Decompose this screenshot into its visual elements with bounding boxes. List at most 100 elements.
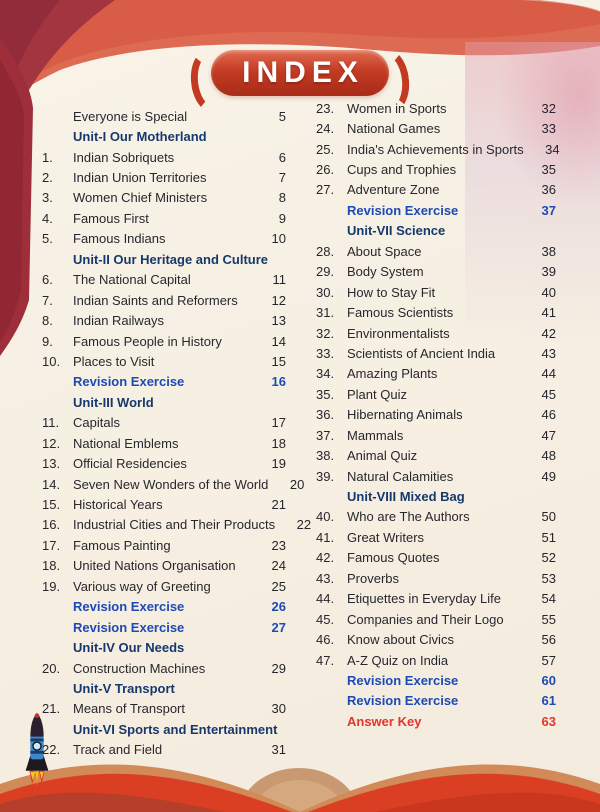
entry-number: 1. — [42, 149, 53, 165]
entry-number: 44. — [316, 591, 335, 607]
unit-header-row: Unit-IV Our Needs — [42, 637, 286, 657]
entry-title: Industrial Cities and Their Products — [73, 517, 276, 533]
entry-page-number: 15 — [271, 353, 286, 369]
entry-page-number: 9 — [278, 210, 286, 226]
entry-page-number: 27 — [271, 619, 286, 635]
entry-page-number: 41 — [541, 305, 556, 321]
entry-number: 21. — [42, 701, 61, 717]
toc-row: 32. Environmentalists 42 — [316, 323, 556, 343]
toc-row: 16. Industrial Cities and Their Products 2… — [42, 515, 311, 535]
toc-row: 25. India's Achievements in Sports 34 — [316, 139, 560, 159]
entry-page-number: 42 — [541, 325, 556, 341]
toc-row: 3. Women Chief Ministers 8 — [42, 188, 286, 208]
entry-number: 41. — [316, 529, 335, 545]
entry-page-number: 36 — [541, 182, 556, 198]
toc-row: 14. Seven New Wonders of the World 20 — [42, 474, 304, 494]
entry-page-number: 14 — [271, 333, 286, 349]
entry-page-number: 60 — [541, 672, 556, 688]
entry-title: Revision Exercise — [347, 693, 459, 709]
entry-number: 38. — [316, 448, 335, 464]
toc-row: 15. Historical Years 21 — [42, 494, 286, 514]
entry-number: 32. — [316, 325, 335, 341]
entry-title: Indian Sobriquets — [73, 149, 175, 165]
entry-title: Unit-V Transport — [73, 680, 175, 696]
entry-title: Historical Years — [73, 497, 163, 513]
toc-row: Answer Key 63 — [316, 711, 556, 731]
toc-row: 35. Plant Quiz 45 — [316, 384, 556, 404]
toc-row: 6. The National Capital 11 — [42, 270, 286, 290]
entry-page-number: 33 — [541, 121, 556, 137]
entry-title: Track and Field — [73, 742, 163, 758]
toc-row: 42. Famous Quotes 52 — [316, 548, 556, 568]
entry-page-number: 22 — [296, 517, 312, 533]
entry-page-number: 51 — [541, 529, 556, 545]
toc-row: Revision Exercise 27 — [42, 617, 286, 637]
entry-title: Hibernating Animals — [347, 407, 463, 423]
entry-title: Revision Exercise — [347, 202, 459, 218]
toc-row: 44. Etiquettes in Everyday Life 54 — [316, 589, 556, 609]
entry-title: Famous Indians — [73, 231, 166, 247]
entry-page-number: 11 — [272, 272, 287, 288]
entry-number: 18. — [42, 558, 61, 574]
entry-title: How to Stay Fit — [347, 284, 436, 300]
entry-title: Indian Union Territories — [73, 170, 207, 186]
entry-title: Answer Key — [347, 713, 422, 729]
unit-header-row: Unit-V Transport — [42, 678, 286, 698]
entry-number: 2. — [42, 170, 53, 186]
entry-title: Seven New Wonders of the World — [73, 476, 269, 492]
entry-page-number: 6 — [278, 149, 286, 165]
entry-page-number: 46 — [541, 407, 556, 423]
entry-title: India's Achievements in Sports — [347, 141, 524, 157]
entry-number: 3. — [42, 190, 53, 206]
entry-title: Environmentalists — [347, 325, 450, 341]
entry-number: 14. — [42, 476, 61, 492]
entry-title: Unit-III World — [73, 394, 154, 410]
entry-title: Famous First — [73, 210, 149, 226]
toc-row: 9. Famous People in History 14 — [42, 331, 286, 351]
entry-number: 39. — [316, 468, 335, 484]
entry-page-number: 52 — [541, 550, 556, 566]
entry-title: Women Chief Ministers — [73, 190, 208, 206]
entry-page-number: 48 — [541, 448, 556, 464]
toc-row: 37. Mammals 47 — [316, 425, 556, 445]
entry-title: Etiquettes in Everyday Life — [347, 591, 501, 607]
entry-page-number: 39 — [541, 264, 556, 280]
toc-row: Revision Exercise 16 — [42, 372, 286, 392]
entry-title: Animal Quiz — [347, 448, 418, 464]
toc-row: 28. About Space 38 — [316, 241, 556, 261]
entry-number: 20. — [42, 660, 61, 676]
entry-title: Natural Calamities — [347, 468, 454, 484]
toc-row: 10. Places to Visit 15 — [42, 351, 286, 371]
entry-page-number: 31 — [271, 742, 286, 758]
entry-page-number: 35 — [541, 162, 556, 178]
entry-number: 36. — [316, 407, 335, 423]
entry-title: Unit-VIII Mixed Bag — [347, 489, 465, 505]
entry-title: Companies and Their Logo — [347, 611, 504, 627]
entry-page-number: 21 — [271, 497, 286, 513]
toc-row: 46. Know about Civics 56 — [316, 629, 556, 649]
toc-row: 1. Indian Sobriquets 6 — [42, 147, 286, 167]
entry-page-number: 50 — [541, 509, 556, 525]
entry-page-number: 40 — [541, 284, 556, 300]
entry-number: 27. — [316, 182, 335, 198]
entry-page-number: 61 — [541, 693, 556, 709]
toc-column: Everyone is Special 5 Unit-I Our Motherlan… — [42, 106, 311, 760]
entry-title: Famous Scientists — [347, 305, 454, 321]
unit-header-row: Unit-II Our Heritage and Culture — [42, 249, 286, 269]
entry-page-number: 43 — [541, 345, 556, 361]
toc-row: 21. Means of Transport 30 — [42, 699, 286, 719]
unit-header-row: Unit-VII Science — [316, 221, 556, 241]
entry-page-number: 34 — [545, 141, 560, 157]
entry-page-number: 19 — [271, 456, 286, 472]
toc-row: 41. Great Writers 51 — [316, 527, 556, 547]
toc-row: 47. A-Z Quiz on India 57 — [316, 650, 556, 670]
entry-title: Unit-I Our Motherland — [73, 129, 207, 145]
toc-row: 18. United Nations Organisation 24 — [42, 556, 286, 576]
entry-title: Cups and Trophies — [347, 162, 457, 178]
entry-number: 47. — [316, 652, 335, 668]
entry-number: 42. — [316, 550, 335, 566]
entry-page-number: 44 — [541, 366, 556, 382]
entry-page-number: 54 — [541, 591, 556, 607]
entry-number: 45. — [316, 611, 335, 627]
entry-number: 9. — [42, 333, 53, 349]
